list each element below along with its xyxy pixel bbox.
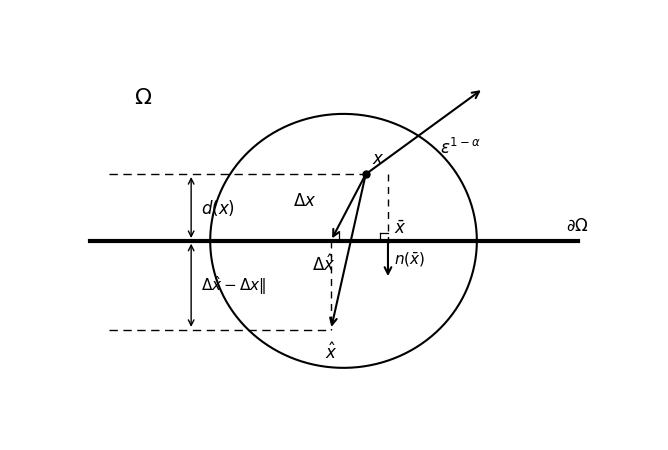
Text: $\hat{x}$: $\hat{x}$ [325,342,337,363]
Text: $x$: $x$ [372,151,385,168]
Text: $\bar{x}$: $\bar{x}$ [394,220,407,238]
Text: $\Delta \hat{x}$: $\Delta \hat{x}$ [312,254,335,275]
Text: $\Delta x$: $\Delta x$ [293,193,317,210]
Text: $\Delta \hat{x} - \Delta x\|$: $\Delta \hat{x} - \Delta x\|$ [200,274,266,297]
Text: $\Omega$: $\Omega$ [134,87,152,109]
Text: $\partial\Omega$: $\partial\Omega$ [566,217,589,234]
Text: $n(\bar{x})$: $n(\bar{x})$ [394,251,426,269]
Text: $\varepsilon^{1-\alpha}$: $\varepsilon^{1-\alpha}$ [440,138,482,158]
Text: $d(x)$: $d(x)$ [200,198,234,217]
